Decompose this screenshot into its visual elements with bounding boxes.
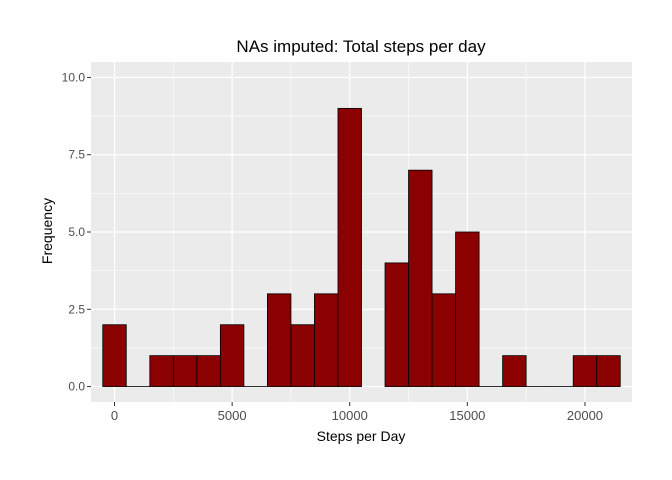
y-tick-label: 2.5 bbox=[68, 302, 85, 316]
chart-title: NAs imputed: Total steps per day bbox=[236, 37, 486, 56]
y-tick-label: 10.0 bbox=[62, 70, 86, 84]
histogram-bar bbox=[290, 324, 315, 387]
y-tick-label: 7.5 bbox=[68, 148, 85, 162]
y-tick-label: 0.0 bbox=[68, 380, 85, 394]
x-tick-label: 5000 bbox=[218, 408, 247, 423]
histogram-bar bbox=[384, 262, 409, 387]
histogram-bar bbox=[172, 355, 198, 387]
histogram-bar bbox=[572, 355, 598, 387]
bars bbox=[102, 107, 621, 387]
x-tick-label: 0 bbox=[111, 408, 118, 423]
histogram-bar bbox=[408, 169, 433, 387]
histogram-bar bbox=[596, 355, 621, 387]
x-axis: 0 5000 10000 15000 20000 bbox=[111, 402, 603, 423]
x-tick-label: 20000 bbox=[567, 408, 603, 423]
y-axis-title: Frequency bbox=[39, 198, 55, 264]
x-tick-label: 10000 bbox=[332, 408, 368, 423]
x-axis-title: Steps per Day bbox=[317, 428, 406, 444]
y-tick-label: 5.0 bbox=[68, 225, 85, 239]
y-axis: 0.0 2.5 5.0 7.5 10.0 bbox=[62, 70, 91, 394]
histogram-bar bbox=[219, 324, 245, 387]
histogram-bar bbox=[337, 107, 362, 387]
histogram-bar bbox=[102, 324, 127, 387]
x-tick-label: 15000 bbox=[449, 408, 485, 423]
histogram-bar bbox=[455, 231, 480, 387]
histogram-bar bbox=[431, 293, 456, 387]
histogram-bar bbox=[314, 293, 339, 387]
histogram-bar bbox=[502, 355, 527, 387]
histogram-bar bbox=[196, 355, 221, 387]
histogram-bar bbox=[267, 293, 292, 387]
histogram-bar bbox=[149, 355, 174, 387]
